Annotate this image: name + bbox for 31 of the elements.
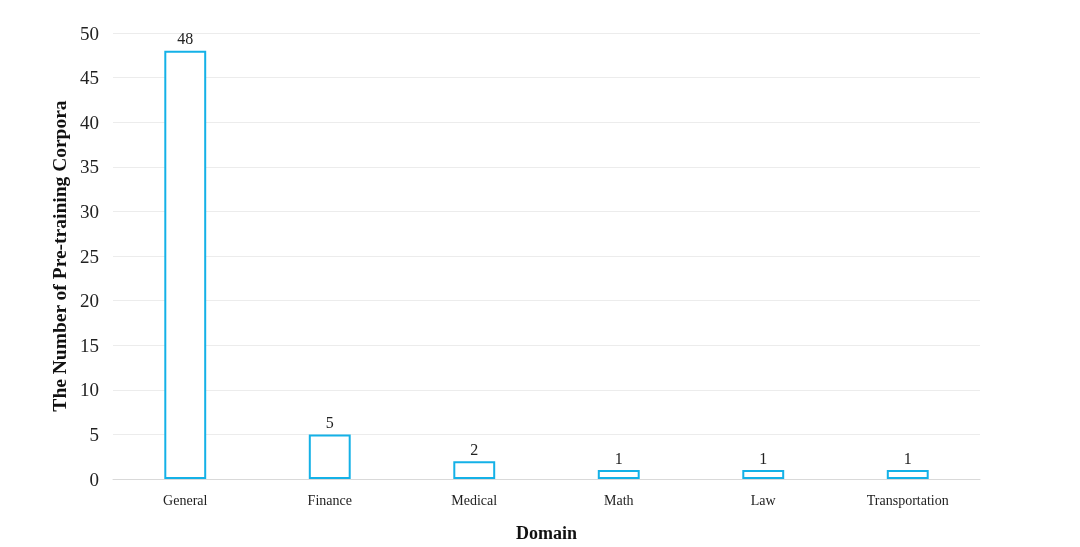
x-tick-label: Law xyxy=(750,492,777,508)
data-label: 5 xyxy=(325,413,334,431)
x-tick-label: Transportation xyxy=(866,492,949,508)
y-tick-label: 10 xyxy=(80,379,99,401)
data-label: 1 xyxy=(903,449,912,467)
x-tick-label: Math xyxy=(603,492,634,508)
y-tick-label: 5 xyxy=(89,423,99,445)
bar xyxy=(597,470,640,479)
x-tick-label: General xyxy=(163,492,208,508)
bar xyxy=(453,461,496,479)
x-tick-label: Finance xyxy=(307,492,352,508)
data-label: 48 xyxy=(177,30,194,48)
x-axis-title: Domain xyxy=(515,523,578,543)
y-tick-label: 0 xyxy=(89,468,99,490)
bar xyxy=(308,434,351,479)
data-label: 1 xyxy=(614,449,623,467)
y-tick-label: 30 xyxy=(80,200,99,222)
x-tick-label: Medical xyxy=(451,492,498,508)
y-axis-title: The Number of Pre-training Corpora xyxy=(48,100,70,412)
y-tick-label: 35 xyxy=(80,156,99,178)
y-tick-label: 40 xyxy=(80,111,99,133)
data-label: 2 xyxy=(470,440,479,458)
y-tick-label: 50 xyxy=(80,22,99,44)
bar xyxy=(164,50,207,479)
y-tick-label: 25 xyxy=(80,245,99,267)
y-tick-label: 45 xyxy=(80,67,99,89)
bar xyxy=(886,470,929,479)
y-tick-label: 15 xyxy=(80,334,99,356)
y-tick-label: 20 xyxy=(80,290,99,312)
bar xyxy=(742,470,785,479)
data-label: 1 xyxy=(759,449,768,467)
